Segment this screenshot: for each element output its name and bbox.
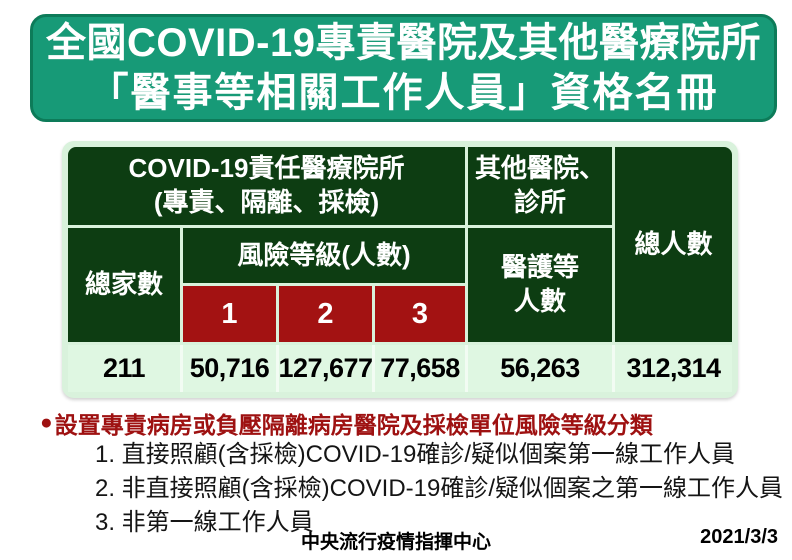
risk-item-3: 3. 非第一線工作人員 [95,509,314,536]
report-date: 2021/3/3 [700,526,778,548]
header-risk-level-1: 1 [183,286,276,342]
header-total-people: 總人數 [615,147,732,342]
data-cell-total-people: 312,314 [615,345,732,392]
risk-classification-list: 1. 直接照顧(含採檢)COVID-19確診/疑似個案第一線工作人員 2. 非直… [95,438,783,540]
risk-classification-heading-text: 設置專責病房或負壓隔離病房醫院及採檢單位風險等級分類 [54,412,653,438]
header-risk-level-2: 2 [279,286,372,342]
title-line-1: 全國COVID-19專責醫院及其他醫療院所 [46,21,761,65]
header-total-hospitals-label: 總家數 [84,269,163,300]
title-line-2: 「醫事等相關工作人員」資格名冊 [88,71,719,115]
header-risk-level: 風險等級(人數) [183,228,465,283]
risk-item-2: 2. 非直接照顧(含採檢)COVID-19確診/疑似個案之第一線工作人員 [95,475,784,502]
header-other-hospitals-clinics: 其他醫院、 診所 [468,147,612,225]
header-risk-level-label: 風險等級(人數) [237,239,411,270]
data-cell-risk2-count: 127,677 [278,345,373,392]
data-cell-medical-staff-count: 56,263 [468,345,612,392]
header-covid-line2: (專責、隔離、採檢) [153,187,380,217]
roster-table: COVID-19責任醫療院所 (專責、隔離、採檢) 其他醫院、 診所 總人數 總… [62,141,738,398]
header-total-hospitals: 總家數 [68,228,180,342]
header-covid-responsible-hospitals: COVID-19責任醫療院所 (專責、隔離、採檢) [68,147,465,225]
header-other-line1: 其他醫院、 [474,153,605,184]
title-banner: 全國COVID-19專責醫院及其他醫療院所 「醫事等相關工作人員」資格名冊 [30,14,777,122]
header-covid-line1: COVID-19責任醫療院所 [128,153,405,184]
roster-table-grid: COVID-19責任醫療院所 (專責、隔離、採檢) 其他醫院、 診所 總人數 總… [68,147,732,392]
risk-classification-heading: ● 設置專責病房或負壓隔離病房醫院及採檢單位風險等級分類 [40,406,653,440]
data-cell-total-hospitals: 211 [68,345,180,392]
risk-item-1: 1. 直接照顧(含採檢)COVID-19確診/疑似個案第一線工作人員 [95,441,736,468]
header-total-people-label: 總人數 [634,228,713,259]
source-organization: 中央流行疫情指揮中心 [300,532,491,553]
bullet-icon: ● [40,411,53,434]
header-medical-line2: 人數 [513,286,566,316]
header-medical-staff-count: 醫護等 人數 [468,228,612,342]
header-other-line2: 診所 [513,187,566,217]
header-medical-line1: 醫護等 [500,252,579,283]
header-risk-level-3: 3 [375,286,465,342]
data-cell-risk3-count: 77,658 [375,345,465,392]
data-cell-risk1-count: 50,716 [183,345,276,392]
